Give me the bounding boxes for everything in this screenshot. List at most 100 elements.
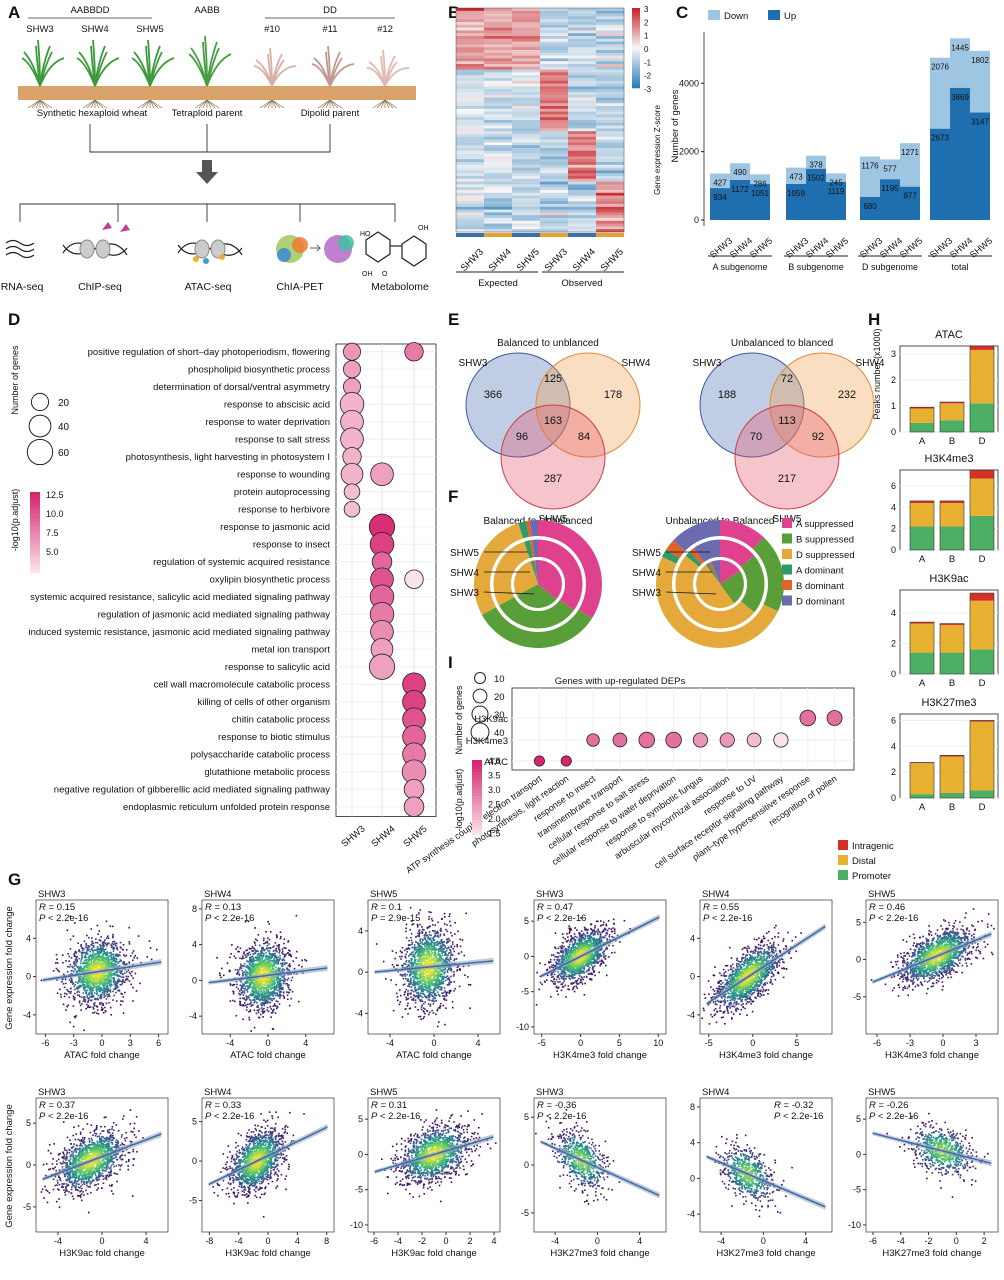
scatter-point	[96, 997, 99, 1000]
group-label: Tetraploid parent	[172, 108, 243, 119]
scatter-point	[449, 989, 452, 992]
scatter-point	[262, 942, 265, 945]
heatmap-cell	[540, 64, 569, 68]
bar-down	[930, 57, 950, 129]
scatter-point	[422, 992, 425, 995]
group-label: A subgenome	[712, 262, 767, 272]
scatter-point	[56, 962, 59, 964]
scatter-point	[412, 998, 414, 1000]
scatter-point	[409, 992, 411, 995]
y-axis-label: Number of genes	[670, 89, 681, 162]
scatter-point	[271, 984, 273, 986]
heatmap-cell	[456, 226, 485, 230]
scatter-point	[91, 944, 94, 946]
scatter-point	[433, 997, 436, 999]
x-tick-label: B	[949, 436, 955, 447]
dd-line-label: #11	[322, 24, 337, 35]
scatter-point	[113, 963, 116, 965]
scatter-point	[406, 998, 409, 1000]
scatter-point	[267, 959, 270, 962]
scatter-point	[273, 963, 276, 965]
scatter-point	[264, 997, 267, 1000]
scatter-point	[120, 983, 122, 986]
scatter-point	[98, 990, 101, 992]
antibody-icon	[120, 224, 130, 232]
scatter-point	[94, 980, 97, 983]
scatter-point	[257, 1004, 259, 1007]
heatmap-cell	[456, 181, 485, 185]
scatter-point	[421, 941, 423, 944]
scatter-point	[84, 1000, 87, 1003]
root	[35, 99, 41, 109]
scatter-point	[85, 979, 88, 981]
scatter-point	[251, 950, 253, 953]
heatmap-cell	[568, 61, 597, 65]
heatmap-cell	[540, 97, 569, 101]
heatmap-cell	[484, 198, 513, 202]
scatter-point	[96, 950, 99, 952]
color-legend-tick: 2.5	[488, 800, 501, 810]
scatter-point	[279, 957, 281, 960]
heatmap-cell	[596, 195, 625, 199]
scatter-point	[64, 978, 67, 981]
scatter-point	[295, 950, 298, 953]
legend-swatch	[782, 564, 792, 575]
scatter-point	[264, 971, 266, 974]
heatmap-cell	[540, 201, 569, 205]
heatmap-cell	[456, 195, 485, 199]
scatter-point	[100, 997, 103, 1000]
colorbar-cell	[632, 28, 640, 31]
scatter-point	[248, 1016, 250, 1019]
scatter-point	[108, 1002, 110, 1004]
scatter-point	[88, 967, 91, 969]
scatter-point	[444, 976, 446, 979]
bar-up	[806, 168, 826, 220]
panel-letter-C: C	[676, 3, 688, 22]
scatter-point	[241, 991, 244, 994]
scatter-point	[282, 994, 285, 997]
scatter-point	[76, 966, 79, 969]
scatter-point	[82, 952, 85, 954]
scatter-point	[78, 994, 81, 997]
scatter-point	[428, 1013, 430, 1016]
color-legend-cell	[30, 567, 40, 571]
legend-label: A suppressed	[796, 519, 854, 530]
scatter-point	[235, 986, 238, 989]
scatter-point	[429, 1005, 432, 1007]
heatmap-cell	[512, 201, 541, 205]
scatter-point	[445, 999, 448, 1001]
scatter-point	[429, 999, 431, 1001]
heatmap-cell	[568, 50, 597, 54]
scatter-point	[132, 959, 134, 962]
scatter-point	[253, 986, 256, 988]
root	[149, 99, 159, 109]
scatter-point	[277, 959, 280, 962]
scatter-point	[101, 979, 103, 982]
scatter-point	[91, 968, 94, 971]
scatter-point	[444, 946, 447, 949]
scatter-point	[112, 947, 114, 950]
scatter-point	[249, 1010, 252, 1013]
scatter-point	[444, 952, 447, 954]
scatter-point	[100, 989, 102, 992]
scatter-point	[418, 934, 420, 936]
heatmap-cell	[456, 176, 485, 180]
scatter-point	[149, 947, 152, 949]
scatter-point	[428, 993, 431, 996]
scatter-point	[440, 987, 442, 989]
scatter-point	[79, 1004, 82, 1007]
heatmap-cell	[456, 24, 485, 28]
bar-distal	[910, 503, 934, 527]
scatter-point	[441, 981, 444, 984]
scatter-point	[96, 955, 98, 957]
scatter-point	[423, 934, 426, 937]
scatter-point	[240, 986, 243, 989]
scatter-point	[453, 945, 456, 948]
scatter-point	[396, 999, 399, 1002]
scatter-point	[99, 996, 101, 999]
bar-distal	[910, 623, 934, 653]
bar-distal	[940, 503, 964, 527]
heatmap-cell	[456, 66, 485, 70]
heatmap-cell	[456, 94, 485, 98]
